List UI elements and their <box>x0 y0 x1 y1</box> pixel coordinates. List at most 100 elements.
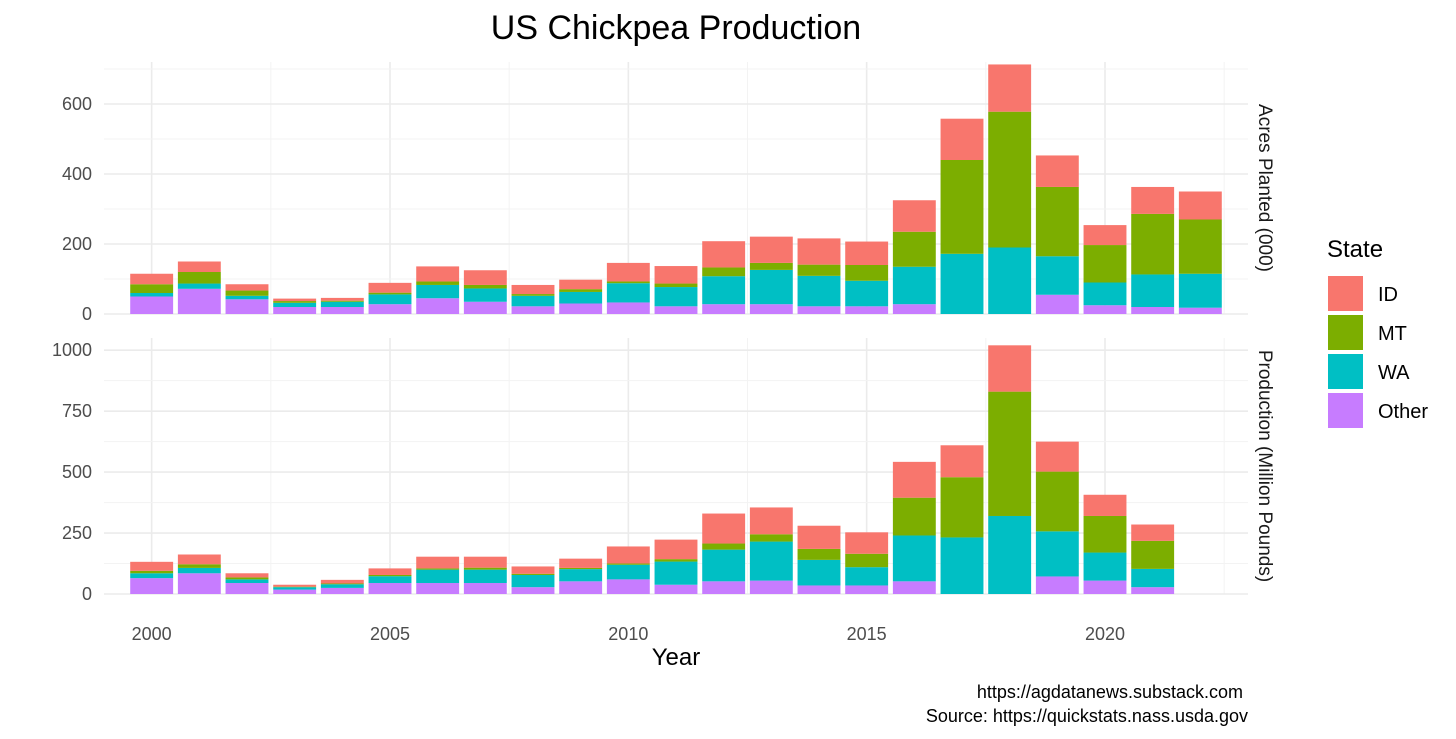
x-tick-label: 2020 <box>1085 624 1125 644</box>
bar-wa-2021 <box>1131 568 1175 588</box>
bar-id-2014 <box>797 238 841 265</box>
bar-id-2003 <box>273 298 317 302</box>
facet-strip-label: Production (Million Pounds) <box>1254 350 1275 582</box>
bar-id-2001 <box>177 261 221 272</box>
bar-mt-2003 <box>273 301 317 303</box>
bar-wa-2004 <box>320 301 364 307</box>
bar-id-2021 <box>1131 524 1175 541</box>
bar-wa-2015 <box>845 280 889 307</box>
bar-wa-2002 <box>225 295 269 300</box>
bar-other-2004 <box>320 307 364 314</box>
bar-other-2013 <box>749 304 793 314</box>
bar-id-2003 <box>273 584 317 587</box>
bar-wa-2021 <box>1131 274 1175 307</box>
bar-id-2006 <box>416 556 460 569</box>
bar-id-2001 <box>177 554 221 565</box>
bar-wa-2017 <box>940 253 984 314</box>
bar-other-2020 <box>1083 305 1127 314</box>
bar-wa-2016 <box>892 266 936 305</box>
bar-wa-2012 <box>702 276 746 305</box>
bar-id-2016 <box>892 461 936 498</box>
bar-id-2004 <box>320 579 364 584</box>
legend-swatch-mt <box>1328 315 1363 350</box>
bar-wa-2022 <box>1178 273 1222 308</box>
y-tick-label: 600 <box>62 94 92 114</box>
bar-mt-2018 <box>988 391 1032 516</box>
bar-mt-2015 <box>845 265 889 281</box>
bar-other-2019 <box>1035 576 1079 594</box>
bar-mt-2000 <box>130 284 174 293</box>
bar-other-2000 <box>130 296 174 314</box>
bar-other-2001 <box>177 573 221 594</box>
bar-id-2010 <box>606 546 650 564</box>
bar-id-2008 <box>511 566 555 574</box>
y-tick-label: 0 <box>82 584 92 604</box>
bars-layer <box>130 64 1222 594</box>
bar-wa-2001 <box>177 283 221 289</box>
bar-mt-2008 <box>511 294 555 296</box>
bar-wa-2010 <box>606 283 650 303</box>
bar-mt-2005 <box>368 292 412 295</box>
bar-mt-2013 <box>749 534 793 542</box>
legend-title: State <box>1327 236 1383 263</box>
bar-mt-2005 <box>368 574 412 577</box>
bar-mt-2017 <box>940 477 984 538</box>
bar-wa-2003 <box>273 587 317 590</box>
bar-mt-2011 <box>654 559 698 562</box>
bar-other-2007 <box>463 301 507 314</box>
bar-other-2011 <box>654 306 698 314</box>
bar-mt-2004 <box>320 300 364 302</box>
bar-other-2021 <box>1131 587 1175 594</box>
bar-wa-2018 <box>988 515 1032 594</box>
bar-mt-2019 <box>1035 186 1079 257</box>
legend-swatch-id <box>1328 276 1363 311</box>
y-tick-label: 250 <box>62 523 92 543</box>
bar-mt-2014 <box>797 548 841 560</box>
legend-swatch-wa <box>1328 354 1363 389</box>
bar-id-2012 <box>702 513 746 544</box>
bar-wa-2014 <box>797 275 841 307</box>
bar-mt-2007 <box>463 567 507 570</box>
bar-mt-2004 <box>320 583 364 585</box>
bar-wa-2005 <box>368 576 412 584</box>
bar-mt-2001 <box>177 272 221 284</box>
bar-wa-2013 <box>749 541 793 581</box>
bar-mt-2019 <box>1035 471 1079 532</box>
bar-wa-2015 <box>845 567 889 586</box>
bar-mt-2018 <box>988 111 1032 248</box>
legend-swatch-other <box>1328 393 1363 428</box>
bar-wa-2007 <box>463 288 507 302</box>
bar-wa-2002 <box>225 579 269 584</box>
bar-other-2008 <box>511 306 555 314</box>
y-tick-label: 200 <box>62 234 92 254</box>
bar-wa-2008 <box>511 574 555 588</box>
bar-wa-2008 <box>511 295 555 307</box>
bar-id-2012 <box>702 241 746 268</box>
bar-mt-2012 <box>702 543 746 550</box>
bar-other-2006 <box>416 583 460 594</box>
bar-id-2000 <box>130 561 174 571</box>
bar-id-2009 <box>559 279 603 290</box>
bar-mt-2022 <box>1178 219 1222 274</box>
bar-wa-2000 <box>130 293 174 297</box>
bar-wa-2014 <box>797 559 841 586</box>
bar-wa-2019 <box>1035 531 1079 577</box>
bar-wa-2019 <box>1035 256 1079 295</box>
bar-wa-2003 <box>273 302 317 307</box>
bar-other-2022 <box>1178 307 1222 314</box>
x-tick-label: 2000 <box>132 624 172 644</box>
bar-other-2007 <box>463 583 507 594</box>
bar-id-2002 <box>225 284 269 291</box>
bar-id-2021 <box>1131 186 1175 214</box>
axis-layer: 0 200 400 600 0 250 500 750 1000 2000 2005 2010 2015… <box>52 94 1125 644</box>
bar-id-2011 <box>654 539 698 560</box>
bar-id-2005 <box>368 282 412 293</box>
bar-other-2006 <box>416 298 460 314</box>
bar-other-2012 <box>702 304 746 314</box>
bar-id-2008 <box>511 284 555 295</box>
y-tick-label: 400 <box>62 164 92 184</box>
bar-mt-2001 <box>177 564 221 568</box>
bar-other-2014 <box>797 585 841 594</box>
bar-id-2004 <box>320 297 364 301</box>
